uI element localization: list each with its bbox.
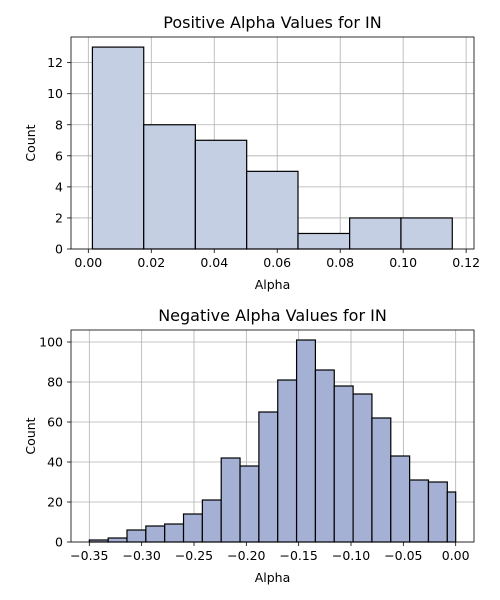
y-tick-label: 0 [55,242,63,257]
x-tick-label: −0.30 [122,548,160,563]
y-axis-label: Count [23,124,38,161]
x-tick-label: 0.04 [200,255,228,270]
x-tick-label: −0.25 [175,548,213,563]
x-tick-label: 0.08 [326,255,354,270]
y-tick-label: 6 [55,148,63,163]
y-tick-label: 40 [47,455,63,470]
negative-alpha-histogram: Negative Alpha Values for IN Alpha Count… [23,306,475,585]
histogram-bar [400,217,453,250]
histogram-bar [371,417,392,543]
histogram-bar [91,46,145,250]
histogram-bar [143,124,196,250]
y-tick-label: 80 [47,375,63,390]
y-tick-label: 12 [47,55,63,70]
x-tick-label: −0.20 [227,548,265,563]
y-tick-label: 8 [55,117,63,132]
chart-title: Positive Alpha Values for IN [163,13,381,32]
x-tick-label: 0.00 [442,548,470,563]
y-tick-label: 100 [39,335,63,350]
histogram-bar [201,499,222,543]
histogram-bar [314,369,335,543]
histogram-bar [349,217,402,250]
histogram-bar [126,529,147,543]
histogram-bar [194,139,248,250]
histogram-bar [352,393,373,543]
y-axis-label: Count [23,417,38,454]
histogram-bar [295,339,317,543]
x-tick-label: −0.15 [280,548,318,563]
x-tick-label: −0.10 [332,548,370,563]
y-tick-label: 4 [55,179,63,194]
histogram-bar [277,379,298,543]
histogram-bar [390,455,411,543]
histogram-bar [297,232,351,250]
y-tick-label: 60 [47,415,63,430]
y-tick-label: 20 [47,495,63,510]
x-tick-label: 0.00 [74,255,102,270]
histogram-bar [182,513,203,543]
histogram-bar [145,525,166,543]
histogram-bar [220,457,241,543]
x-tick-label: 0.10 [389,255,417,270]
histogram-bar [258,411,279,543]
x-tick-label: −0.05 [384,548,422,563]
histogram-bar [107,537,128,543]
x-tick-label: 0.12 [452,255,480,270]
positive-alpha-histogram: Positive Alpha Values for IN Alpha Count… [23,13,480,292]
y-tick-label: 10 [47,86,63,101]
histogram-bar [239,465,260,543]
plot-frame [70,36,475,250]
histogram-bar [164,523,185,543]
x-tick-label: 0.02 [137,255,165,270]
y-tick-label: 2 [55,210,63,225]
x-axis-label: Alpha [255,570,291,585]
x-tick-label: −0.35 [70,548,108,563]
histogram-bar [427,481,448,543]
histogram-bar [446,491,457,543]
histogram-bar [333,385,354,543]
x-axis-label: Alpha [255,277,291,292]
plot-frame [70,329,475,543]
y-tick-label: 0 [55,535,63,550]
histogram-bar [409,479,430,543]
chart-title: Negative Alpha Values for IN [158,306,387,325]
x-tick-label: 0.06 [263,255,291,270]
histogram-bar [246,170,299,250]
